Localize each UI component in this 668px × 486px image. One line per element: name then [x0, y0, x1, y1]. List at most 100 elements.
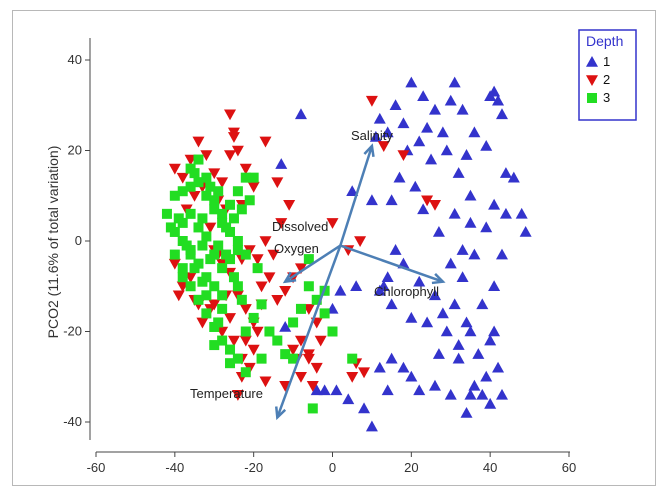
- data-point: [227, 335, 240, 347]
- data-point: [232, 236, 243, 246]
- data-point: [217, 303, 228, 314]
- data-point: [310, 362, 323, 374]
- data-point: [421, 195, 434, 207]
- data-point: [256, 299, 267, 310]
- data-point: [193, 154, 204, 165]
- data-point: [264, 326, 275, 337]
- data-point: [405, 76, 418, 88]
- data-point: [397, 150, 410, 162]
- data-point: [495, 388, 508, 400]
- data-point: [346, 185, 359, 197]
- data-point: [480, 370, 493, 382]
- data-point: [327, 326, 338, 337]
- data-point: [519, 225, 532, 237]
- data-point: [255, 281, 268, 293]
- data-point: [306, 381, 319, 392]
- vector-label-chlorophyll: Chlorophyll: [374, 284, 439, 299]
- data-point: [271, 177, 284, 189]
- data-point: [169, 190, 180, 201]
- legend-marker-2: [586, 75, 598, 86]
- y-tick-label: 0: [75, 233, 82, 248]
- vector-label-salinity: Salinity: [351, 128, 393, 143]
- data-point: [476, 298, 489, 310]
- data-point: [365, 194, 378, 206]
- data-point: [365, 420, 378, 432]
- data-point: [205, 181, 216, 192]
- data-point: [252, 263, 263, 274]
- vector-line: [284, 244, 342, 283]
- data-point: [444, 388, 457, 400]
- data-point: [432, 225, 445, 237]
- data-point: [452, 352, 465, 364]
- data-point: [373, 112, 386, 124]
- data-point: [385, 298, 398, 310]
- vector-label-dissolved-oxygen: Oxygen: [274, 241, 319, 256]
- data-point: [495, 248, 508, 260]
- data-point: [271, 295, 284, 306]
- data-point: [428, 200, 441, 211]
- legend-marker-3: [587, 93, 597, 103]
- data-point: [248, 172, 259, 183]
- data-point: [499, 207, 512, 219]
- data-point: [193, 222, 204, 233]
- data-point: [397, 361, 410, 373]
- data-point: [294, 108, 307, 120]
- data-point: [358, 367, 371, 379]
- data-point: [169, 249, 180, 260]
- data-point: [232, 353, 243, 364]
- data-point: [251, 254, 264, 266]
- data-point: [428, 379, 441, 391]
- data-point: [221, 249, 232, 260]
- vector-arrowhead: [282, 271, 297, 284]
- data-point: [236, 204, 247, 215]
- data-point: [464, 189, 477, 201]
- x-tick-label: 60: [562, 460, 576, 475]
- data-point: [307, 403, 318, 414]
- data-point: [389, 244, 402, 255]
- data-point: [168, 163, 181, 175]
- data-point: [248, 312, 259, 323]
- data-point: [311, 294, 322, 305]
- data-point: [484, 397, 497, 409]
- data-point: [472, 348, 485, 359]
- data-point: [209, 204, 220, 215]
- data-point: [231, 390, 244, 401]
- data-point: [272, 335, 283, 346]
- data-point: [507, 171, 520, 183]
- legend-label-2: 2: [603, 72, 610, 87]
- data-point: [247, 344, 260, 356]
- data-point: [236, 294, 247, 305]
- data-point: [499, 167, 512, 178]
- data-point: [428, 103, 441, 115]
- data-point: [216, 177, 229, 189]
- data-point: [302, 353, 315, 365]
- data-point: [251, 326, 264, 338]
- data-point: [189, 168, 200, 179]
- data-point: [425, 153, 438, 165]
- data-point: [205, 254, 216, 265]
- y-tick-label: 20: [68, 143, 82, 158]
- data-point: [244, 195, 255, 206]
- data-point: [452, 167, 465, 178]
- data-point: [208, 168, 221, 180]
- data-point: [201, 231, 212, 242]
- data-point: [240, 172, 251, 183]
- data-point: [279, 285, 292, 297]
- data-point: [385, 194, 398, 206]
- data-point: [275, 158, 288, 169]
- data-point: [492, 94, 505, 106]
- data-point: [192, 136, 205, 148]
- data-point: [217, 208, 228, 219]
- data-point: [259, 236, 272, 247]
- data-point: [283, 200, 296, 211]
- data-point: [436, 307, 449, 319]
- vector-line: [339, 145, 374, 246]
- data-point: [342, 393, 355, 405]
- data-point: [259, 136, 272, 148]
- data-point: [319, 308, 330, 319]
- data-point: [224, 313, 237, 324]
- vector-arrowhead: [431, 273, 446, 285]
- data-point: [232, 245, 243, 256]
- data-point: [185, 249, 196, 260]
- data-point: [365, 95, 378, 107]
